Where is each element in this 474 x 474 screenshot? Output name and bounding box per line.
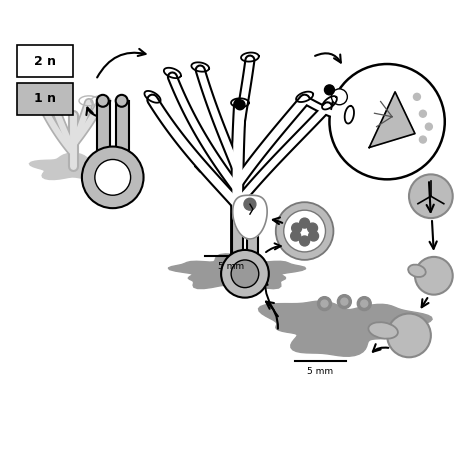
Circle shape: [221, 250, 269, 298]
Circle shape: [357, 297, 371, 310]
Circle shape: [331, 89, 347, 105]
Circle shape: [97, 95, 109, 107]
Polygon shape: [97, 101, 110, 173]
Circle shape: [308, 223, 318, 233]
Circle shape: [291, 231, 301, 241]
Circle shape: [231, 260, 259, 288]
Circle shape: [116, 95, 128, 107]
Text: 2 n: 2 n: [34, 55, 56, 67]
Polygon shape: [116, 101, 128, 173]
Circle shape: [284, 210, 326, 252]
Circle shape: [276, 202, 333, 260]
Circle shape: [419, 110, 427, 117]
Polygon shape: [247, 214, 258, 269]
Circle shape: [82, 146, 144, 208]
Text: 5 mm: 5 mm: [308, 367, 334, 376]
Circle shape: [318, 297, 331, 310]
Circle shape: [300, 218, 310, 228]
Circle shape: [292, 223, 301, 233]
Circle shape: [425, 123, 432, 130]
Text: 5 mm: 5 mm: [218, 262, 244, 271]
Circle shape: [387, 313, 431, 357]
FancyBboxPatch shape: [17, 45, 73, 77]
Polygon shape: [168, 254, 306, 289]
Ellipse shape: [368, 322, 398, 339]
FancyBboxPatch shape: [17, 83, 73, 115]
Circle shape: [361, 300, 368, 307]
Circle shape: [413, 93, 420, 100]
Circle shape: [300, 236, 310, 246]
Circle shape: [309, 231, 319, 241]
Circle shape: [341, 298, 348, 305]
Circle shape: [95, 159, 131, 195]
Polygon shape: [233, 195, 267, 239]
Circle shape: [235, 100, 245, 110]
Circle shape: [247, 209, 257, 219]
Circle shape: [409, 174, 453, 218]
Circle shape: [325, 85, 335, 95]
Ellipse shape: [408, 264, 426, 277]
Circle shape: [321, 300, 328, 307]
Polygon shape: [369, 92, 415, 147]
Circle shape: [329, 64, 445, 179]
Polygon shape: [29, 153, 116, 180]
Text: 1 n: 1 n: [34, 92, 56, 105]
Circle shape: [244, 198, 256, 210]
Polygon shape: [232, 214, 243, 269]
Circle shape: [415, 257, 453, 295]
Polygon shape: [258, 301, 432, 356]
Circle shape: [419, 136, 427, 143]
Circle shape: [337, 295, 351, 309]
Circle shape: [232, 209, 242, 219]
